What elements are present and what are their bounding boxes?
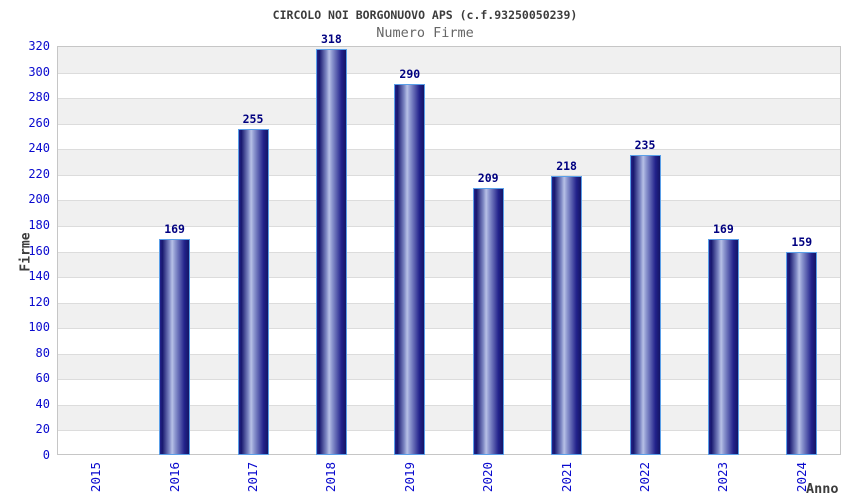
gridline xyxy=(58,379,840,381)
chart-title: CIRCOLO NOI BORGONUOVO APS (c.f.93250050… xyxy=(272,8,578,22)
bar-2023 xyxy=(707,238,739,455)
y-tick-label: 200 xyxy=(28,192,50,207)
y-tick-label: 20 xyxy=(35,422,50,437)
gridline xyxy=(58,251,840,253)
bar-value-label: 290 xyxy=(399,67,421,82)
y-tick-label: 300 xyxy=(28,64,50,79)
y-tick-label: 320 xyxy=(28,39,50,53)
y-tick-label: 120 xyxy=(28,294,50,309)
bar-2020 xyxy=(472,187,504,455)
bar-value-label: 318 xyxy=(321,31,342,46)
y-tick-label: 60 xyxy=(35,371,50,386)
x-tick-label: 2020 xyxy=(480,461,496,493)
bar-value-label: 218 xyxy=(556,159,577,174)
y-tick-label: 260 xyxy=(28,115,50,130)
gridline xyxy=(58,277,840,279)
x-tick-label: 2018 xyxy=(323,461,339,493)
x-tick-label: 2016 xyxy=(166,461,182,493)
chart-subtitle: Numero Firme xyxy=(376,25,474,41)
bar-value-label: 209 xyxy=(477,170,499,185)
y-tick-label: 0 xyxy=(42,448,50,462)
gridline xyxy=(58,72,840,74)
x-tick-label: 2024 xyxy=(793,461,809,493)
bar-2018 xyxy=(315,48,347,455)
bar-value-label: 169 xyxy=(713,221,734,236)
bar-value-label: 235 xyxy=(634,137,656,152)
gridline xyxy=(58,123,840,125)
grid-band xyxy=(58,123,840,150)
gridline xyxy=(58,149,840,151)
x-tick-label: 2019 xyxy=(401,461,417,493)
bar-2019 xyxy=(394,84,426,455)
gridline xyxy=(58,302,840,304)
y-tick-label: 160 xyxy=(28,243,50,258)
bar-2022 xyxy=(629,154,661,455)
y-tick-label: 180 xyxy=(28,217,50,232)
bar-2021 xyxy=(551,176,583,455)
y-tick-label: 140 xyxy=(28,269,50,284)
gridline xyxy=(58,328,840,330)
y-tick-label: 40 xyxy=(35,396,50,411)
grid-band xyxy=(58,149,840,175)
y-tick-label: 240 xyxy=(28,141,50,156)
y-tick-label: 80 xyxy=(35,345,50,360)
bar-value-label: 159 xyxy=(791,234,813,249)
x-axis-label: Anno xyxy=(806,481,839,497)
y-tick-label: 280 xyxy=(28,90,50,105)
gridline xyxy=(58,404,840,406)
bar-value-label: 169 xyxy=(164,221,185,236)
y-tick-label: 220 xyxy=(28,166,50,181)
grid-band xyxy=(58,47,840,73)
grid-band xyxy=(58,72,840,99)
bar-value-label: 255 xyxy=(242,112,264,127)
bar-2024 xyxy=(786,251,818,455)
x-tick-label: 2015 xyxy=(88,461,104,493)
bar-2016 xyxy=(159,238,191,455)
x-tick-label: 2017 xyxy=(245,461,260,493)
x-tick-label: 2021 xyxy=(558,461,574,493)
x-tick-label: 2022 xyxy=(637,461,652,493)
y-tick-label: 100 xyxy=(28,320,50,335)
gridline xyxy=(58,98,840,100)
gridline xyxy=(58,174,840,176)
gridline xyxy=(58,353,840,355)
gridline xyxy=(58,430,840,432)
x-tick-label: 2023 xyxy=(715,461,731,493)
grid-band xyxy=(58,200,840,226)
grid-band xyxy=(58,98,840,124)
gridline xyxy=(58,225,840,227)
bar-2017 xyxy=(237,129,269,455)
grid-band xyxy=(58,174,840,201)
gridline xyxy=(58,200,840,202)
